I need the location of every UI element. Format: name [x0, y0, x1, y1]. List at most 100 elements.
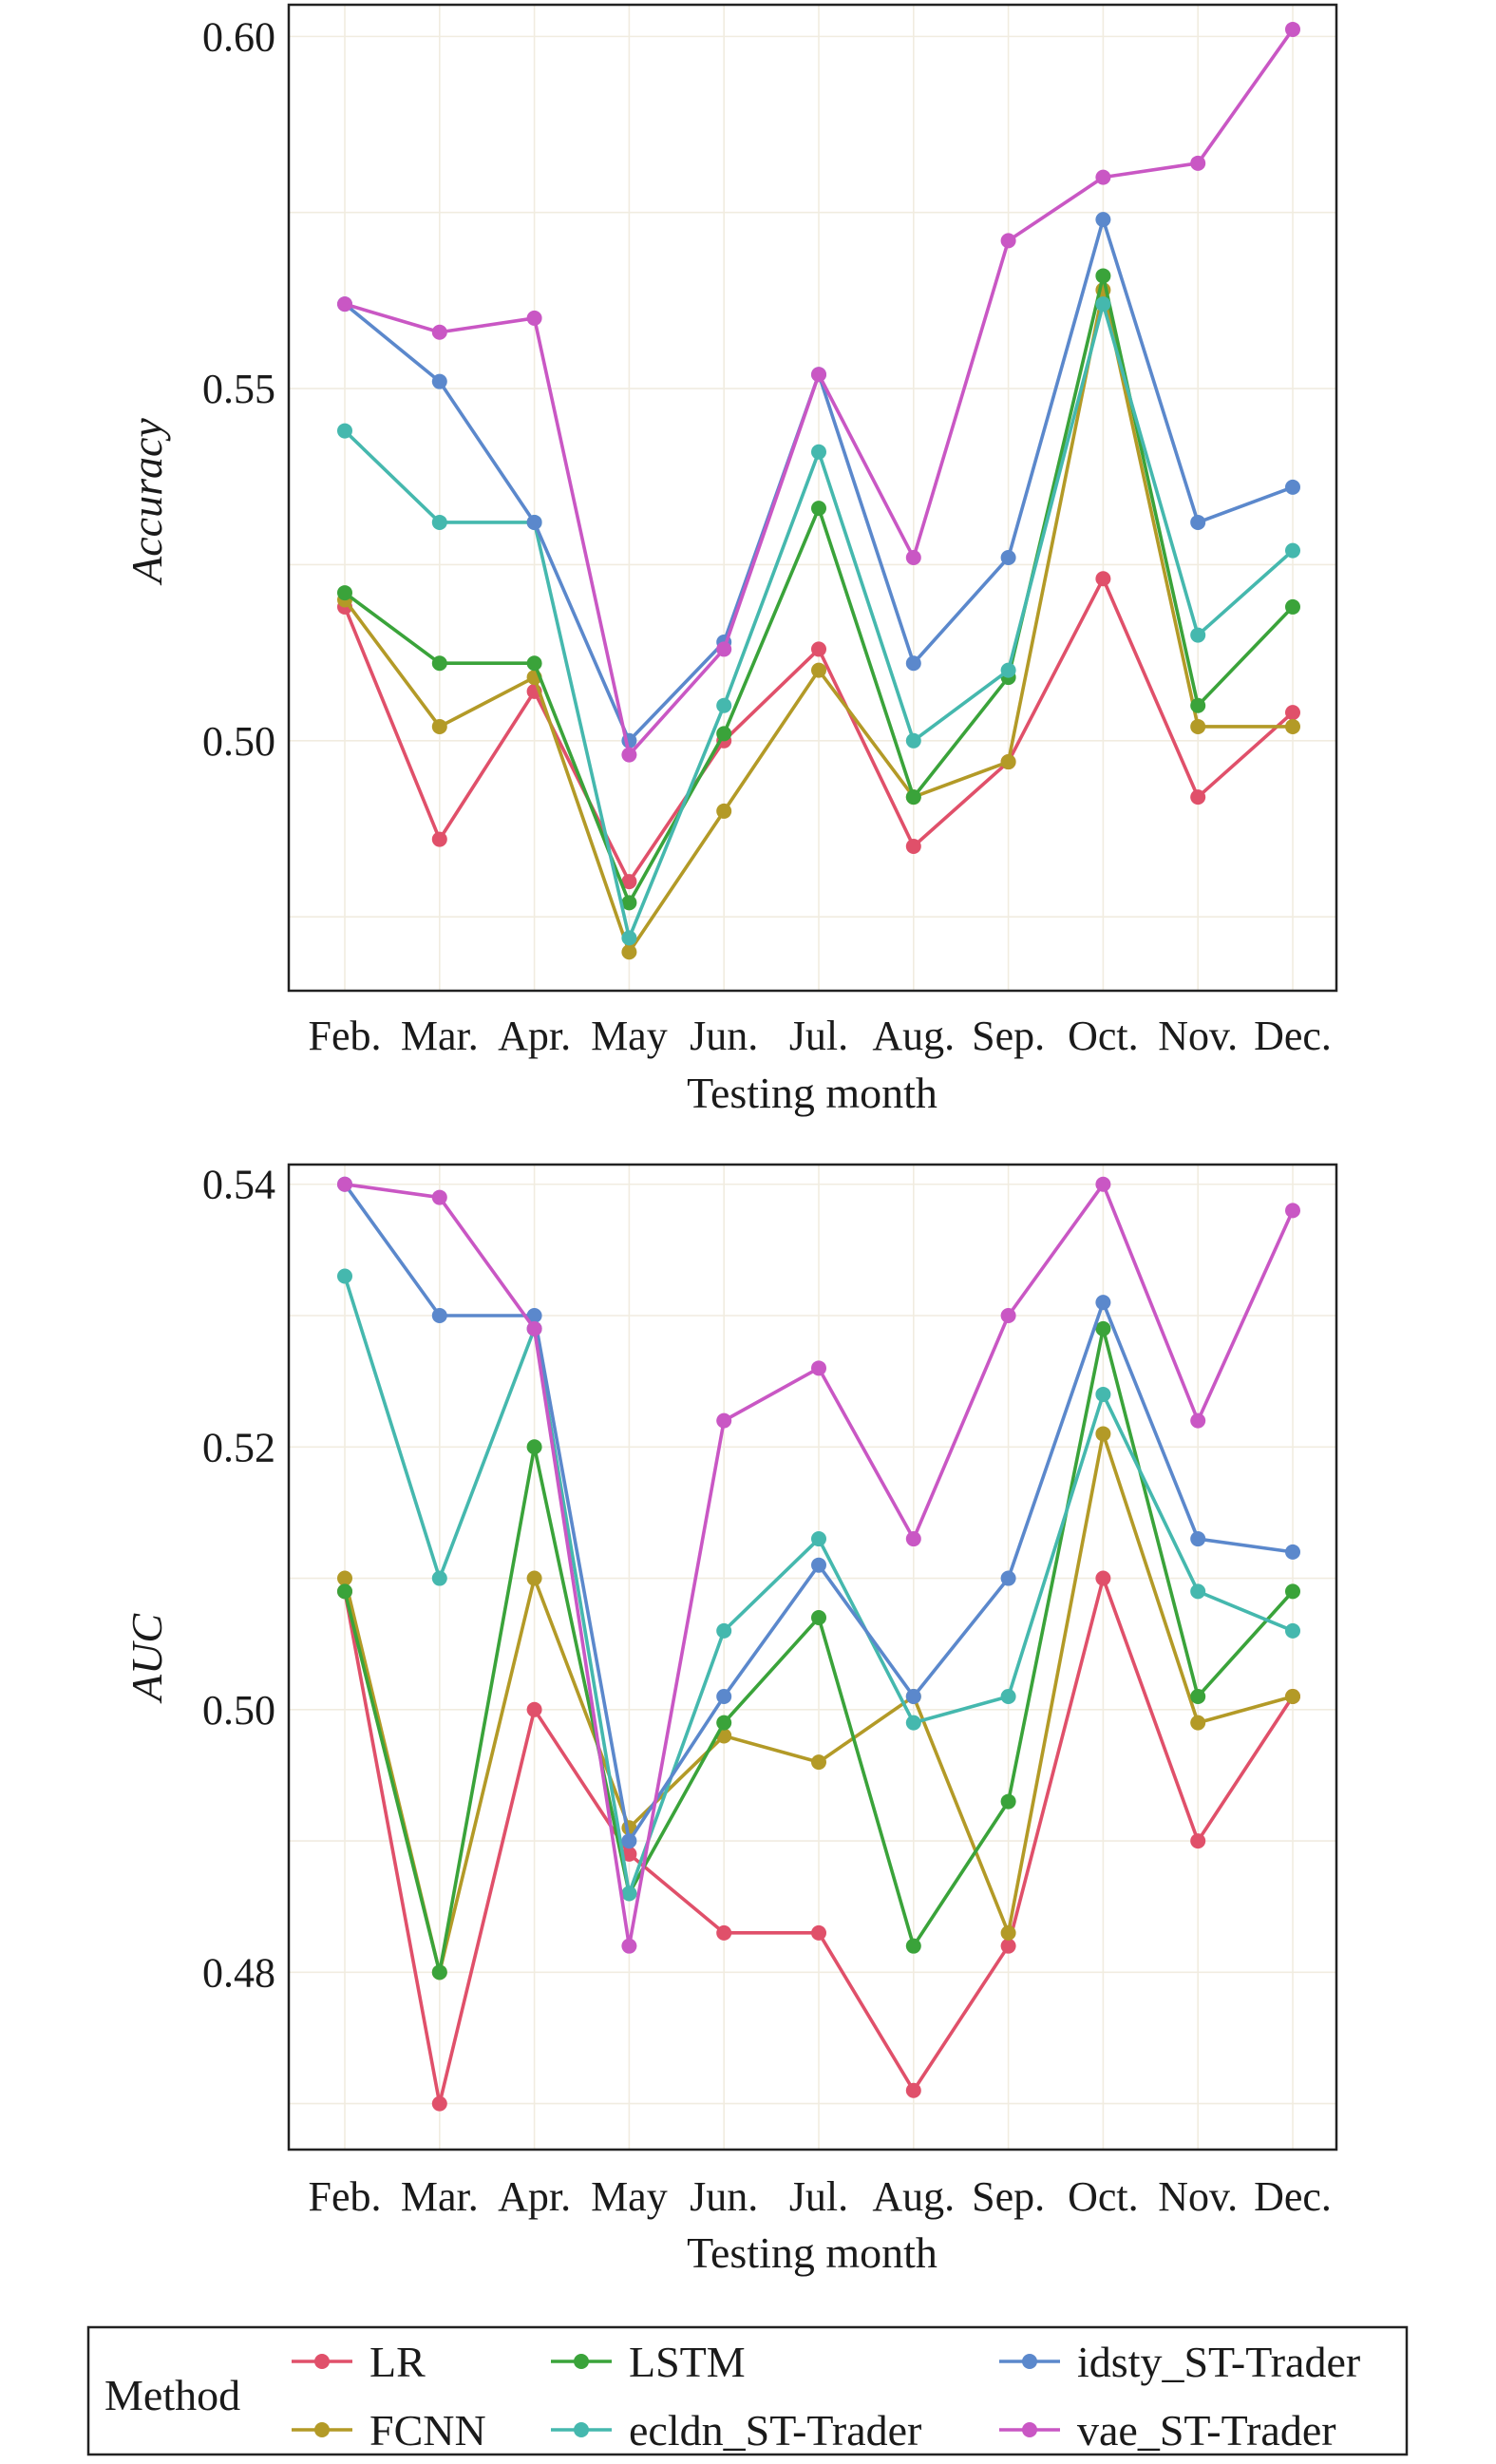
accuracy-x-tick-label: Aug.	[872, 1013, 955, 1059]
auc-point-lr	[905, 2082, 921, 2098]
legend-entry-label: vae_ST-Trader	[1077, 2406, 1336, 2455]
auc-point-vae-st-trader	[811, 1360, 826, 1376]
accuracy-y-tick-label: 0.55	[202, 366, 275, 412]
accuracy-y-axis-title: Accuracy	[123, 418, 171, 586]
accuracy-point-lstm	[337, 585, 352, 601]
accuracy-point-ecldn-st-trader	[811, 444, 826, 460]
accuracy-point-vae-st-trader	[1095, 169, 1111, 185]
accuracy-point-ecldn-st-trader	[1095, 296, 1111, 313]
accuracy-point-vae-st-trader	[811, 367, 826, 383]
auc-point-fcnn	[1095, 1426, 1111, 1442]
accuracy-point-vae-st-trader	[526, 310, 542, 326]
auc-point-lr	[431, 2095, 447, 2112]
accuracy-point-vae-st-trader	[1000, 233, 1016, 249]
legend-entry-label: ecldn_ST-Trader	[629, 2406, 921, 2455]
legend-entry-label: LSTM	[629, 2338, 746, 2386]
auc-point-ecldn-st-trader	[1000, 1688, 1016, 1704]
accuracy-y-tick-label: 0.60	[202, 13, 275, 60]
accuracy-series-ecldn-st-trader	[337, 296, 1300, 946]
accuracy-point-fcnn	[431, 718, 447, 734]
accuracy-point-ecldn-st-trader	[1000, 662, 1016, 678]
accuracy-point-idsty-st-trader	[1095, 212, 1111, 228]
accuracy-point-ecldn-st-trader	[337, 423, 352, 439]
auc-point-fcnn	[811, 1754, 826, 1771]
legend-swatch-marker	[314, 2422, 330, 2437]
accuracy-point-lstm	[526, 655, 542, 672]
accuracy-x-tick-label: Jun.	[690, 1013, 758, 1059]
auc-point-idsty-st-trader	[431, 1308, 447, 1324]
legend-swatch-marker	[1022, 2422, 1037, 2437]
auc-y-tick-labels: 0.48 0.50 0.52 0.54	[202, 1162, 275, 1997]
accuracy-x-tick-label: Mar.	[401, 1013, 479, 1059]
auc-x-axis-title: Testing month	[687, 2228, 937, 2277]
auc-x-tick-label: Oct.	[1068, 2173, 1139, 2220]
accuracy-point-lr	[1285, 705, 1300, 721]
auc-y-tick-label: 0.54	[202, 1162, 275, 1208]
accuracy-point-lstm	[1285, 598, 1300, 615]
auc-y-tick-label: 0.48	[202, 1949, 275, 1996]
auc-point-vae-st-trader	[621, 1938, 637, 1954]
accuracy-y-tick-label: 0.50	[202, 718, 275, 765]
legend-swatch-marker	[314, 2354, 330, 2369]
accuracy-point-lstm	[905, 789, 921, 806]
legend-entry-ecldn-st-trader: ecldn_ST-Trader	[551, 2406, 921, 2455]
accuracy-point-fcnn	[716, 803, 732, 819]
accuracy-point-vae-st-trader	[1190, 155, 1206, 171]
auc-point-idsty-st-trader	[1190, 1531, 1206, 1547]
legend-entry-label: idsty_ST-Trader	[1077, 2338, 1360, 2386]
accuracy-point-ecldn-st-trader	[905, 732, 921, 749]
auc-y-tick-label: 0.50	[202, 1687, 275, 1734]
legend: Method LR FCNN LSTM ecldn_ST-Trader idsty_ST…	[86, 2325, 1409, 2456]
auc-plot-frame	[287, 1163, 1338, 2151]
auc-x-tick-label: Jul.	[789, 2173, 848, 2220]
accuracy-series	[337, 21, 1300, 960]
auc-point-ecldn-st-trader	[811, 1531, 826, 1547]
auc-point-lstm	[1285, 1583, 1300, 1600]
accuracy-x-tick-label: Apr.	[498, 1013, 571, 1059]
legend-frame	[86, 2325, 1409, 2456]
auc-point-lstm	[1000, 1793, 1016, 1810]
auc-point-vae-st-trader	[716, 1412, 732, 1429]
accuracy-point-idsty-st-trader	[431, 373, 447, 389]
auc-point-lr	[1190, 1833, 1206, 1849]
accuracy-point-lstm	[716, 726, 732, 742]
auc-x-tick-label: Apr.	[498, 2173, 571, 2220]
accuracy-point-lstm	[1095, 268, 1111, 284]
legend-entry-idsty-st-trader: idsty_ST-Trader	[999, 2338, 1360, 2386]
auc-point-lstm	[337, 1583, 352, 1600]
accuracy-point-vae-st-trader	[905, 550, 921, 566]
auc-point-fcnn	[337, 1570, 352, 1586]
accuracy-point-idsty-st-trader	[526, 514, 542, 530]
accuracy-point-ecldn-st-trader	[1285, 542, 1300, 559]
legend-entries: LR FCNN LSTM ecldn_ST-Trader idsty_ST-Trader…	[292, 2338, 1360, 2455]
auc-point-ecldn-st-trader	[716, 1622, 732, 1639]
accuracy-point-lr	[1095, 571, 1111, 587]
auc-point-fcnn	[1190, 1715, 1206, 1731]
legend-entry-fcnn: FCNN	[292, 2406, 486, 2455]
auc-point-lr	[526, 1701, 542, 1717]
accuracy-point-vae-st-trader	[621, 747, 637, 763]
accuracy-point-idsty-st-trader	[1285, 479, 1300, 495]
legend-entry-lstm: LSTM	[551, 2338, 746, 2386]
accuracy-point-ecldn-st-trader	[621, 930, 637, 946]
auc-point-ecldn-st-trader	[1095, 1386, 1111, 1402]
auc-x-tick-labels: Feb. Mar. Apr. May Jun. Jul. Aug. Sep. Oct. Nov. D…	[309, 2173, 1332, 2220]
auc-point-fcnn	[1000, 1924, 1016, 1941]
accuracy-x-tick-label: May	[591, 1013, 668, 1059]
auc-point-lstm	[1190, 1688, 1206, 1704]
legend-title: Method	[104, 2371, 240, 2419]
legend-entry-lr: LR	[292, 2338, 426, 2386]
accuracy-point-idsty-st-trader	[1190, 514, 1206, 530]
auc-x-tick-label: Aug.	[872, 2173, 955, 2220]
accuracy-point-vae-st-trader	[1285, 21, 1300, 37]
auc-point-lstm	[716, 1715, 732, 1731]
auc-point-vae-st-trader	[1190, 1412, 1206, 1429]
auc-grid	[289, 1165, 1336, 2150]
auc-point-ecldn-st-trader	[1285, 1622, 1300, 1639]
auc-point-idsty-st-trader	[526, 1308, 542, 1324]
accuracy-x-tick-label: Nov.	[1158, 1013, 1238, 1059]
auc-point-lr	[621, 1846, 637, 1862]
accuracy-point-lr	[1190, 789, 1206, 806]
auc-series	[337, 1176, 1300, 2112]
